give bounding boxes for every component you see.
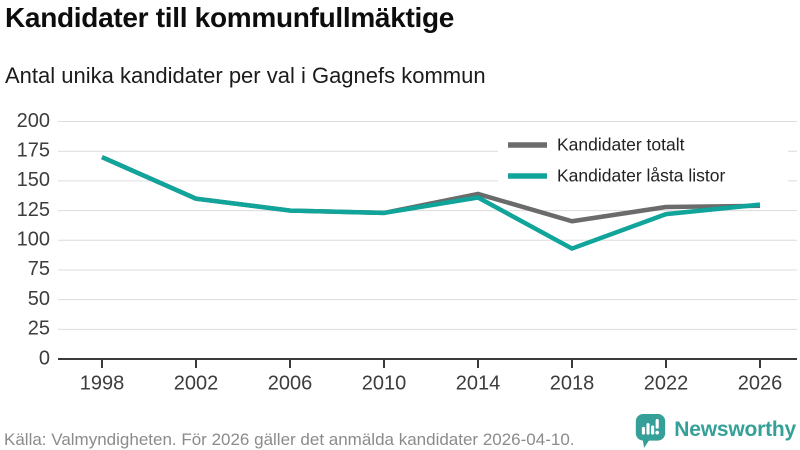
chart-footer: Källa: Valmyndigheten. För 2026 gäller d…	[0, 410, 800, 450]
y-axis-label: 50	[28, 288, 50, 310]
x-axis-label: 2022	[644, 373, 689, 395]
y-axis-label: 125	[17, 199, 50, 221]
y-axis-label: 175	[17, 139, 50, 161]
newsworthy-logo: Newsworthy	[634, 410, 796, 450]
y-axis-label: 200	[17, 110, 50, 132]
chart-subtitle: Antal unika kandidater per val i Gagnefs…	[5, 63, 486, 88]
x-axis-label: 2018	[550, 373, 595, 395]
y-axis-label: 150	[17, 169, 50, 191]
y-axis-label: 75	[28, 258, 50, 280]
x-axis-label: 2002	[174, 373, 219, 395]
legend-label: Kandidater totalt	[557, 135, 685, 155]
x-axis-label: 2010	[362, 373, 407, 395]
x-axis-label: 2006	[268, 373, 313, 395]
x-axis-label: 2026	[738, 373, 783, 395]
newsworthy-logo-text: Newsworthy	[674, 418, 796, 441]
line-chart: 0 25 50 75 100 125 150 175 200 1998 2002 2006 2010 20…	[17, 110, 797, 395]
legend-label: Kandidater låsta listor	[557, 166, 725, 186]
source-note: Källa: Valmyndigheten. För 2026 gäller d…	[4, 430, 575, 449]
chart-title: Kandidater till kommunfullmäktige	[5, 2, 455, 33]
grid: 0 25 50 75 100 125 150 175 200	[17, 110, 797, 369]
y-axis-label: 0	[39, 347, 50, 369]
legend-item: Kandidater totalt	[508, 135, 685, 155]
y-axis-label: 100	[17, 229, 50, 251]
x-axis-label: 2014	[456, 373, 501, 395]
x-axis: 1998 2002 2006 2010 2014 2018 2022 2026	[58, 358, 797, 395]
legend: Kandidater totalt Kandidater låsta listor	[498, 127, 788, 189]
newsworthy-logo-icon	[636, 413, 666, 448]
series-line-kandidater-l-sta-listor	[101, 155, 761, 251]
x-axis-label: 1998	[80, 373, 125, 395]
y-axis-label: 25	[28, 318, 50, 340]
legend-item: Kandidater låsta listor	[508, 166, 725, 186]
